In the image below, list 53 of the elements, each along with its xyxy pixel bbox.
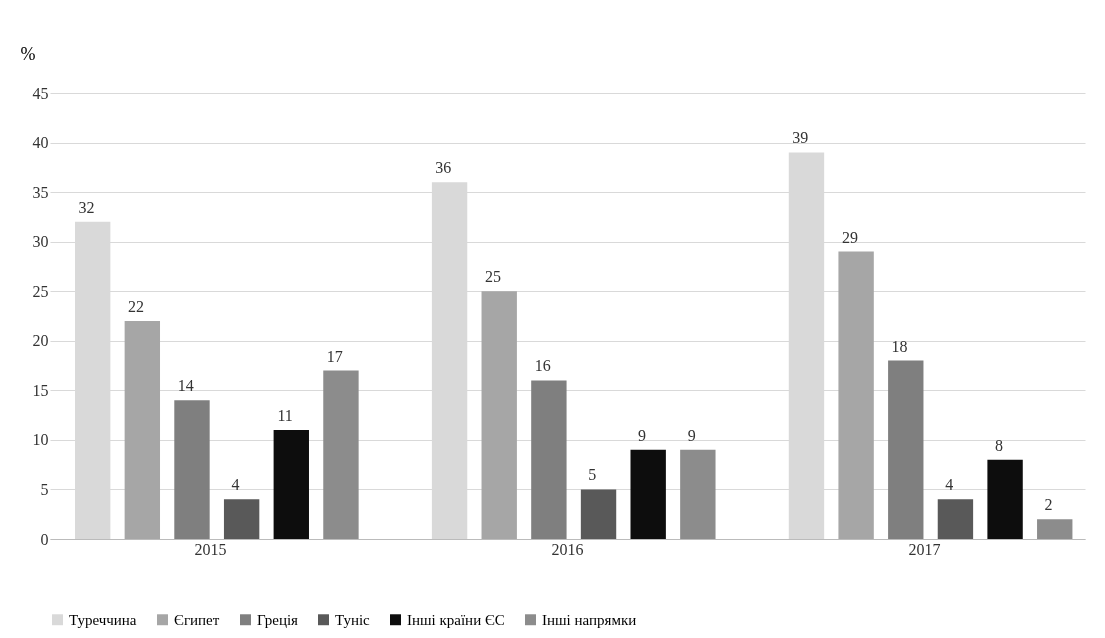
legend-label: Туніс — [335, 611, 371, 628]
x-tick-label: 2015 — [194, 540, 227, 558]
y-axis-title: % — [20, 43, 36, 64]
data-label: 11 — [277, 406, 293, 424]
data-label: 4 — [231, 476, 240, 494]
bar — [580, 489, 617, 539]
bar — [531, 380, 567, 539]
data-label: 4 — [945, 476, 954, 494]
y-tick-label: 5 — [40, 480, 49, 498]
y-tick-label: 15 — [32, 381, 49, 399]
legend-label: Єгипет — [174, 611, 220, 628]
data-label: 25 — [485, 268, 502, 286]
data-label: 16 — [534, 357, 551, 375]
y-tick-label: 20 — [32, 332, 49, 350]
data-label: 14 — [177, 377, 194, 395]
data-label: 8 — [994, 436, 1003, 454]
bar — [223, 499, 260, 539]
x-tick-label: 2016 — [551, 540, 584, 558]
data-label: 5 — [588, 466, 597, 484]
y-tick-label: 40 — [32, 134, 49, 152]
y-tick-label: 45 — [32, 84, 49, 102]
data-label: 22 — [128, 297, 145, 315]
bar — [987, 459, 1023, 539]
y-tick-label: 30 — [32, 233, 49, 251]
data-label: 39 — [792, 129, 809, 147]
legend-label: Греція — [257, 611, 299, 628]
bar — [481, 291, 517, 539]
data-label: 9 — [637, 426, 646, 444]
data-label: 29 — [841, 228, 858, 246]
bar — [888, 360, 924, 539]
bar — [323, 370, 359, 539]
data-label: 18 — [891, 337, 908, 355]
bar — [273, 429, 309, 539]
bar — [680, 449, 716, 539]
legend-label: Інші країни ЄС — [407, 611, 505, 628]
y-tick-label: 10 — [32, 431, 49, 449]
legend-label: Інші напрямки — [542, 611, 637, 628]
bar — [937, 499, 974, 539]
data-label: 2 — [1044, 496, 1053, 514]
data-label: 17 — [326, 347, 343, 365]
y-tick-label: 35 — [32, 183, 49, 201]
bar — [1037, 519, 1073, 539]
data-label: 9 — [687, 426, 696, 444]
data-label: 36 — [435, 159, 452, 177]
bar — [630, 449, 666, 539]
x-tick-label: 2017 — [908, 540, 941, 558]
bar — [174, 400, 210, 539]
y-tick-label: 0 — [40, 530, 49, 548]
y-tick-label: 25 — [32, 282, 49, 300]
bar — [124, 320, 161, 539]
data-label: 32 — [78, 198, 95, 216]
bar — [838, 251, 874, 539]
legend-label: Туреччина — [69, 611, 137, 628]
